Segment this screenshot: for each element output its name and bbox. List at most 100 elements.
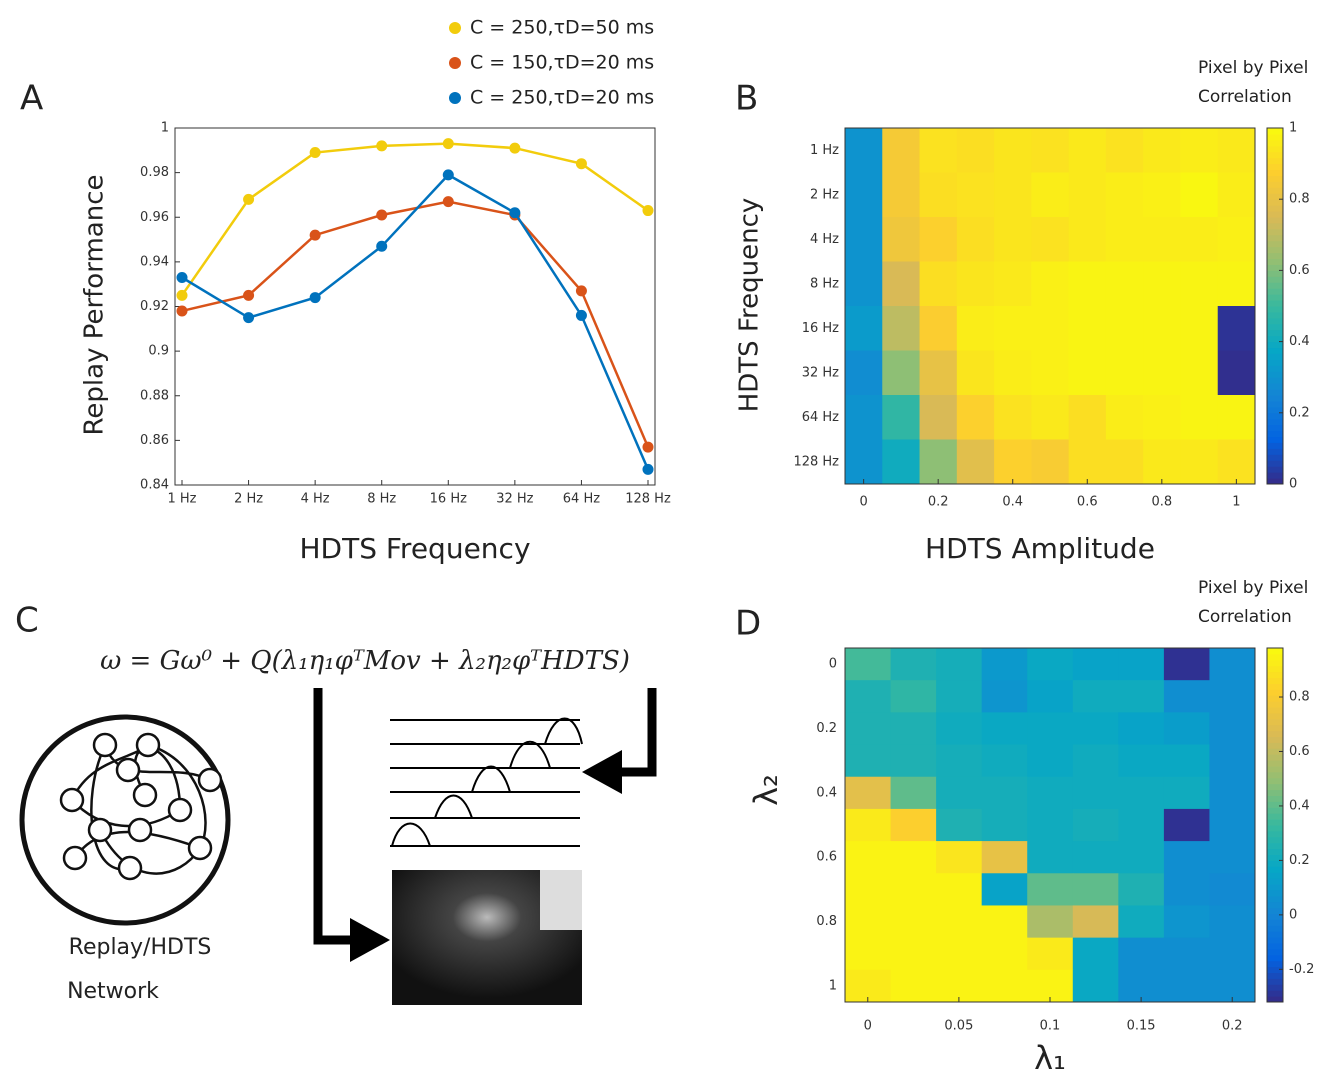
y-tick-label: 1 Hz — [810, 143, 839, 158]
cell — [1143, 306, 1181, 351]
cell — [845, 808, 892, 842]
series-line — [181, 200, 650, 448]
colorbar-swatch — [1267, 317, 1283, 325]
point — [309, 229, 321, 241]
cell — [981, 712, 1028, 746]
cell — [1180, 306, 1219, 351]
cell — [845, 648, 892, 681]
cell — [1072, 873, 1119, 906]
colorbar-swatch — [1267, 954, 1283, 962]
point — [309, 147, 321, 159]
colorbar-swatch — [1267, 748, 1283, 755]
y-tick-label: 64 Hz — [802, 410, 839, 425]
colorbar-swatch — [1267, 860, 1283, 867]
panel-label: A — [20, 79, 43, 119]
cell — [1031, 217, 1070, 262]
colorbar-swatch — [1267, 966, 1283, 973]
cell — [1143, 261, 1181, 307]
cell — [1118, 905, 1165, 939]
x-tick-label: 8 Hz — [367, 492, 396, 507]
colorbar-swatch — [1267, 133, 1283, 141]
cell — [1072, 776, 1119, 810]
cell — [981, 808, 1028, 842]
cell — [981, 744, 1028, 778]
colorbar-tick-label: 0.8 — [1289, 192, 1310, 207]
cell — [1143, 172, 1181, 218]
colorbar-tick-label: 0 — [1289, 477, 1297, 492]
cell — [1068, 395, 1107, 440]
cell — [1105, 350, 1144, 396]
panel-label: B — [735, 79, 758, 119]
x-axis-label: HDTS Amplitude — [925, 532, 1155, 565]
cell — [956, 350, 995, 396]
cell — [1163, 873, 1210, 906]
cell — [981, 648, 1028, 681]
colorbar-tick-label: 0 — [1289, 907, 1297, 922]
cell — [981, 841, 1028, 874]
colorbar-swatch — [1267, 960, 1283, 968]
cell — [882, 128, 921, 173]
cell — [882, 261, 921, 307]
cell — [1118, 841, 1165, 874]
colorbar-swatch — [1267, 217, 1283, 224]
point — [309, 292, 321, 304]
colorbar-swatch — [1267, 151, 1283, 159]
cell — [1072, 937, 1119, 971]
y-tick-label: 0.84 — [140, 478, 169, 493]
cell — [919, 261, 958, 307]
cell — [1027, 808, 1074, 842]
colorbar-swatch — [1267, 789, 1283, 796]
x-tick-label: 0 — [864, 1019, 872, 1034]
cell — [1118, 744, 1165, 778]
cell — [845, 395, 883, 440]
colorbar-swatch — [1267, 925, 1283, 932]
cell — [936, 744, 983, 778]
colorbar-tick-label: 0.2 — [1289, 405, 1310, 420]
cell — [1027, 648, 1074, 681]
colorbar-swatch — [1267, 323, 1283, 331]
cell — [1027, 744, 1074, 778]
cell — [1180, 261, 1219, 307]
cell — [936, 873, 983, 906]
cell — [1105, 172, 1144, 218]
cell — [1068, 350, 1107, 396]
point — [376, 240, 388, 252]
cell — [882, 172, 921, 218]
colorbar-swatch — [1267, 866, 1283, 873]
point — [176, 271, 188, 283]
cell — [1217, 439, 1256, 485]
cell — [845, 306, 883, 351]
cell — [882, 306, 921, 351]
y-tick-label: 0.88 — [140, 388, 169, 403]
panel-label: D — [735, 604, 761, 644]
cell — [1105, 261, 1144, 307]
colorbar-swatch — [1267, 478, 1283, 485]
colorbar-swatch — [1267, 264, 1283, 271]
cell — [890, 905, 937, 939]
colorbar-swatch — [1267, 683, 1283, 690]
colorbar-swatch — [1267, 157, 1283, 165]
colorbar-swatch — [1267, 677, 1283, 684]
cell — [845, 905, 892, 939]
colorbar-swatch — [1267, 276, 1283, 283]
colorbar-swatch — [1267, 913, 1283, 920]
cell — [882, 350, 921, 396]
colorbar-swatch — [1267, 771, 1283, 779]
colorbar-swatch — [1267, 211, 1283, 218]
cell — [919, 306, 958, 351]
cell — [890, 712, 937, 746]
point — [642, 205, 654, 217]
colorbar-swatch — [1267, 854, 1283, 861]
cell — [919, 350, 958, 396]
colorbar-swatch — [1267, 300, 1283, 307]
cell — [1072, 969, 1119, 1003]
cell — [1180, 395, 1219, 440]
cell — [994, 261, 1032, 307]
colorbar-swatch — [1267, 777, 1283, 785]
cell — [1217, 306, 1256, 351]
arrows — [313, 688, 657, 962]
colorbar — [1266, 127, 1284, 485]
colorbar-swatch — [1267, 472, 1283, 479]
cell — [936, 648, 983, 681]
cell — [882, 395, 921, 440]
